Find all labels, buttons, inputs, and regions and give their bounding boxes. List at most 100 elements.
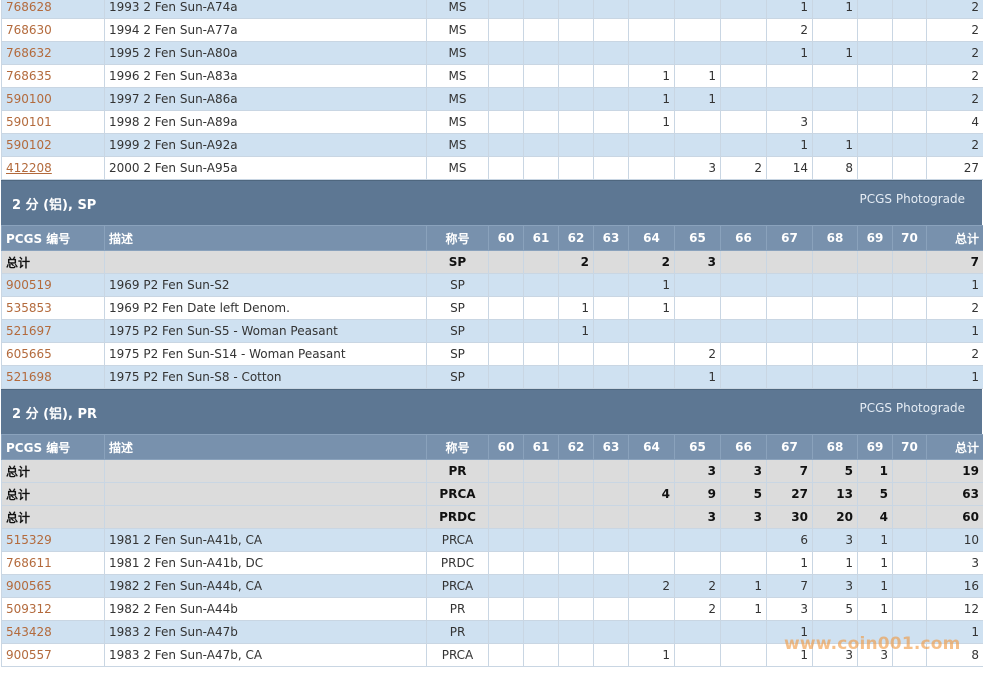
grade-count-cell (488, 156, 524, 180)
description-cell: 1969 P2 Fen Sun-S2 (104, 273, 427, 297)
pcgs-number-link[interactable]: 590100 (6, 92, 52, 106)
grade-count-cell (857, 18, 893, 42)
grade-count-cell (593, 250, 629, 274)
description-cell (104, 459, 427, 483)
total-count-cell: 2 (926, 296, 983, 320)
grade-count-cell (892, 87, 927, 111)
pcgs-number-link[interactable]: 900519 (6, 278, 52, 292)
designation-cell: MS (426, 156, 489, 180)
pcgs-number-link[interactable]: 605665 (6, 347, 52, 361)
grade-count-cell (628, 528, 675, 552)
grade-count-cell (558, 459, 594, 483)
column-header-grade: 68 (812, 434, 858, 460)
grade-count-cell (720, 273, 767, 297)
designation-cell: SP (426, 273, 489, 297)
pcgs-number-cell: 590102 (1, 133, 105, 157)
designation-cell: MS (426, 0, 489, 19)
description-cell: 1996 2 Fen Sun-A83a (104, 64, 427, 88)
pcgs-number-link[interactable]: 900565 (6, 579, 52, 593)
pcgs-number-link[interactable]: 768635 (6, 69, 52, 83)
grade-count-cell: 4 (628, 482, 675, 506)
table-row: 590100 1997 2 Fen Sun-A86a MS 1 1 2 (1, 87, 983, 111)
grade-count-cell (628, 0, 675, 19)
photograde-link[interactable]: PCGS Photograde (859, 192, 965, 206)
grade-count-cell (720, 18, 767, 42)
watermark: www.coin001.com (784, 634, 961, 654)
description-cell: 1975 P2 Fen Sun-S5 - Woman Peasant (104, 319, 427, 343)
grade-count-cell: 3 (812, 574, 858, 598)
pcgs-number-link[interactable]: 521697 (6, 324, 52, 338)
description-cell: 1982 2 Fen Sun-A44b (104, 597, 427, 621)
grade-count-cell (812, 319, 858, 343)
column-header-designation: 称号 (426, 434, 489, 460)
grade-count-cell (812, 273, 858, 297)
grade-count-cell (892, 505, 927, 529)
total-row: 总计 PR 3 3 7 5 1 19 (1, 459, 983, 483)
grade-count-cell (488, 643, 524, 667)
pcgs-number-cell: 768611 (1, 551, 105, 575)
population-table: PCGS 编号 描述 称号 60 61 62 63 64 65 66 67 68 69 70 总计 总计 PR 3… (1, 434, 983, 667)
grade-count-cell (857, 250, 893, 274)
grade-count-cell (766, 64, 813, 88)
pcgs-number-link[interactable]: 768632 (6, 46, 52, 60)
designation-cell: PR (426, 620, 489, 644)
table-row: 768611 1981 2 Fen Sun-A41b, DC PRDC 1 1 1 3 (1, 551, 983, 575)
pcgs-number-link[interactable]: 521698 (6, 370, 52, 384)
description-cell: 1983 2 Fen Sun-A47b, CA (104, 643, 427, 667)
column-header-grade: 60 (488, 434, 524, 460)
grade-count-cell (558, 482, 594, 506)
designation-cell: SP (426, 296, 489, 320)
grade-count-cell (523, 620, 559, 644)
pcgs-number-link[interactable]: 768628 (6, 0, 52, 14)
total-count-cell: 1 (926, 273, 983, 297)
pcgs-number-link[interactable]: 768630 (6, 23, 52, 37)
total-count-cell: 2 (926, 18, 983, 42)
grade-count-cell (892, 620, 927, 644)
column-header-grade: 62 (558, 225, 594, 251)
pcgs-number-link[interactable]: 768611 (6, 556, 52, 570)
column-header-desc: 描述 (104, 225, 427, 251)
pcgs-number-link[interactable]: 509312 (6, 602, 52, 616)
designation-cell: PRCA (426, 482, 489, 506)
grade-count-cell: 1 (720, 597, 767, 621)
pcgs-number-cell: 768632 (1, 41, 105, 65)
grade-count-cell: 1 (766, 41, 813, 65)
grade-count-cell (558, 620, 594, 644)
grade-count-cell (674, 110, 721, 134)
pcgs-number-link[interactable]: 590101 (6, 115, 52, 129)
table-row: 900519 1969 P2 Fen Sun-S2 SP 1 1 (1, 273, 983, 297)
grade-count-cell (892, 528, 927, 552)
grade-count-cell: 3 (674, 156, 721, 180)
pcgs-number-cell: 768630 (1, 18, 105, 42)
column-header-grade: 65 (674, 434, 721, 460)
grade-count-cell (674, 273, 721, 297)
total-count-cell: 3 (926, 551, 983, 575)
pcgs-number-link[interactable]: 900557 (6, 648, 52, 662)
column-header-grade: 70 (892, 225, 927, 251)
grade-count-cell (523, 64, 559, 88)
population-table: PCGS 编号 描述 称号 60 61 62 63 64 65 66 67 68 69 70 总计 总计 SP 2… (1, 225, 983, 389)
description-cell (104, 482, 427, 506)
table-row: 521697 1975 P2 Fen Sun-S5 - Woman Peasant… (1, 319, 983, 343)
grade-count-cell (674, 0, 721, 19)
grade-count-cell (720, 643, 767, 667)
table-row: 900565 1982 2 Fen Sun-A44b, CA PRCA 2 2 1 7 3 1 1… (1, 574, 983, 598)
total-count-cell: 2 (926, 64, 983, 88)
pcgs-number-link[interactable]: 515329 (6, 533, 52, 547)
pcgs-number-link[interactable]: 412208 (6, 161, 52, 175)
designation-cell: MS (426, 110, 489, 134)
column-header-grade: 68 (812, 225, 858, 251)
photograde-link[interactable]: PCGS Photograde (859, 401, 965, 415)
description-cell (104, 250, 427, 274)
grade-count-cell (628, 620, 675, 644)
grade-count-cell (812, 342, 858, 366)
pcgs-number-link[interactable]: 543428 (6, 625, 52, 639)
grade-count-cell (628, 459, 675, 483)
grade-count-cell (628, 597, 675, 621)
designation-cell: SP (426, 365, 489, 389)
grade-count-cell (488, 41, 524, 65)
designation-cell: PR (426, 597, 489, 621)
pcgs-number-link[interactable]: 535853 (6, 301, 52, 315)
pcgs-number-link[interactable]: 590102 (6, 138, 52, 152)
grade-count-cell: 2 (766, 18, 813, 42)
